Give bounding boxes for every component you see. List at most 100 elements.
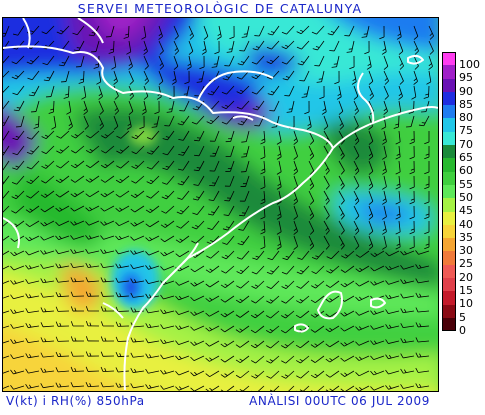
wind-barb-feather (40, 307, 44, 313)
wind-barb (134, 220, 145, 227)
wind-barb-feather (329, 388, 333, 391)
wind-barb-feather (40, 367, 44, 373)
wind-barb (98, 70, 102, 82)
wind-barb (344, 325, 355, 332)
wind-barb-feather (29, 208, 33, 212)
wind-barb (194, 385, 205, 391)
wind-barb-feather (338, 111, 344, 115)
wind-barb-feather (423, 96, 429, 99)
wind-barb (148, 385, 160, 389)
wind-barb (256, 250, 265, 260)
wind-barb-feather (281, 286, 287, 290)
wind-barb (403, 340, 415, 344)
wind-barb-feather (12, 92, 18, 96)
wind-barb-feather (340, 182, 344, 186)
wind-barb-feather (26, 181, 32, 184)
wind-barb-feather (225, 226, 230, 228)
wind-barb (173, 70, 177, 82)
wind-barb-feather (73, 49, 79, 52)
wind-barb-feather (195, 225, 199, 228)
wind-barb (203, 25, 209, 37)
wind-barb (53, 115, 57, 127)
wind-barb (239, 355, 250, 363)
wind-barb-feather (221, 121, 227, 125)
wind-barb (315, 295, 325, 304)
wind-barb (403, 280, 415, 284)
wind-barb-feather (160, 266, 165, 271)
wind-barb (83, 100, 88, 112)
wind-barb (285, 310, 295, 319)
wind-barb-feather (74, 368, 77, 372)
wind-barb (300, 340, 310, 349)
wind-barb-feather (110, 48, 114, 51)
wind-barb-feather (116, 150, 121, 154)
wind-barb-feather (165, 194, 169, 198)
wind-barb (344, 265, 355, 273)
wind-barb (43, 295, 55, 298)
wind-barb (58, 370, 70, 373)
wind-barb-feather (240, 61, 245, 63)
wind-barb (143, 55, 149, 67)
wind-barb (28, 295, 40, 299)
wind-barb (388, 355, 400, 360)
wind-barb-feather (199, 66, 205, 70)
wind-barb-feather (260, 216, 266, 220)
wind-barb-feather (309, 230, 315, 235)
wind-barb-feather (100, 207, 105, 212)
wind-barb-feather (269, 389, 274, 391)
wind-barb-feather (349, 66, 355, 70)
wind-barb (45, 130, 55, 139)
wind-barb-feather (89, 178, 93, 181)
wind-barb-feather (364, 51, 370, 55)
wind-barb-feather (89, 352, 92, 357)
wind-barb-feather (142, 108, 146, 112)
wind-barb-feather (70, 263, 74, 268)
wind-barb-feather (28, 94, 34, 97)
wind-barb (214, 160, 220, 172)
wind-barb-feather (368, 213, 373, 217)
wind-barb (314, 355, 325, 363)
wind-barb-feather (425, 243, 430, 246)
wind-barb-feather (134, 193, 138, 197)
wind-barb (13, 340, 25, 344)
wind-barb (178, 385, 190, 391)
wind-barb-feather (40, 250, 44, 255)
wind-barb (398, 25, 402, 37)
wind-barb-feather (104, 307, 107, 312)
wind-barb (403, 355, 415, 359)
wind-barb-feather (205, 269, 211, 273)
wind-barb (181, 190, 190, 200)
wind-barb-feather (154, 111, 160, 115)
wind-barb (418, 325, 430, 328)
wind-barb-feather (312, 48, 318, 51)
wind-barb (45, 175, 55, 184)
wind-barb (118, 235, 130, 241)
wind-barb-feather (15, 75, 19, 78)
wind-barb (383, 40, 387, 52)
wind-barb-feather (385, 385, 389, 390)
wind-barb-feather (130, 383, 134, 389)
wind-barb-feather (190, 296, 195, 302)
wind-barb-feather (116, 135, 122, 139)
wind-barb (163, 355, 175, 360)
wind-barb-feather (11, 61, 17, 65)
wind-barb (358, 355, 370, 361)
wind-barb (3, 385, 10, 389)
wind-barb-feather (382, 141, 387, 145)
wind-barb (338, 235, 345, 246)
wind-barb-feather (159, 65, 164, 70)
legend-label: 45 (459, 204, 473, 218)
wind-barb-feather (178, 295, 182, 300)
wind-barb (301, 265, 310, 275)
wind-barb-feather (206, 255, 211, 259)
wind-barb-feather (299, 389, 304, 391)
wind-barb-feather (314, 284, 319, 287)
wind-barb-feather (284, 374, 289, 377)
wind-barb-feather (40, 292, 44, 298)
wind-barb (285, 370, 295, 379)
wind-barb-feather (10, 280, 14, 285)
wind-barb (104, 175, 115, 183)
wind-barb-feather (297, 257, 303, 260)
wind-barb-feather (384, 77, 388, 82)
wind-barb (149, 235, 160, 242)
